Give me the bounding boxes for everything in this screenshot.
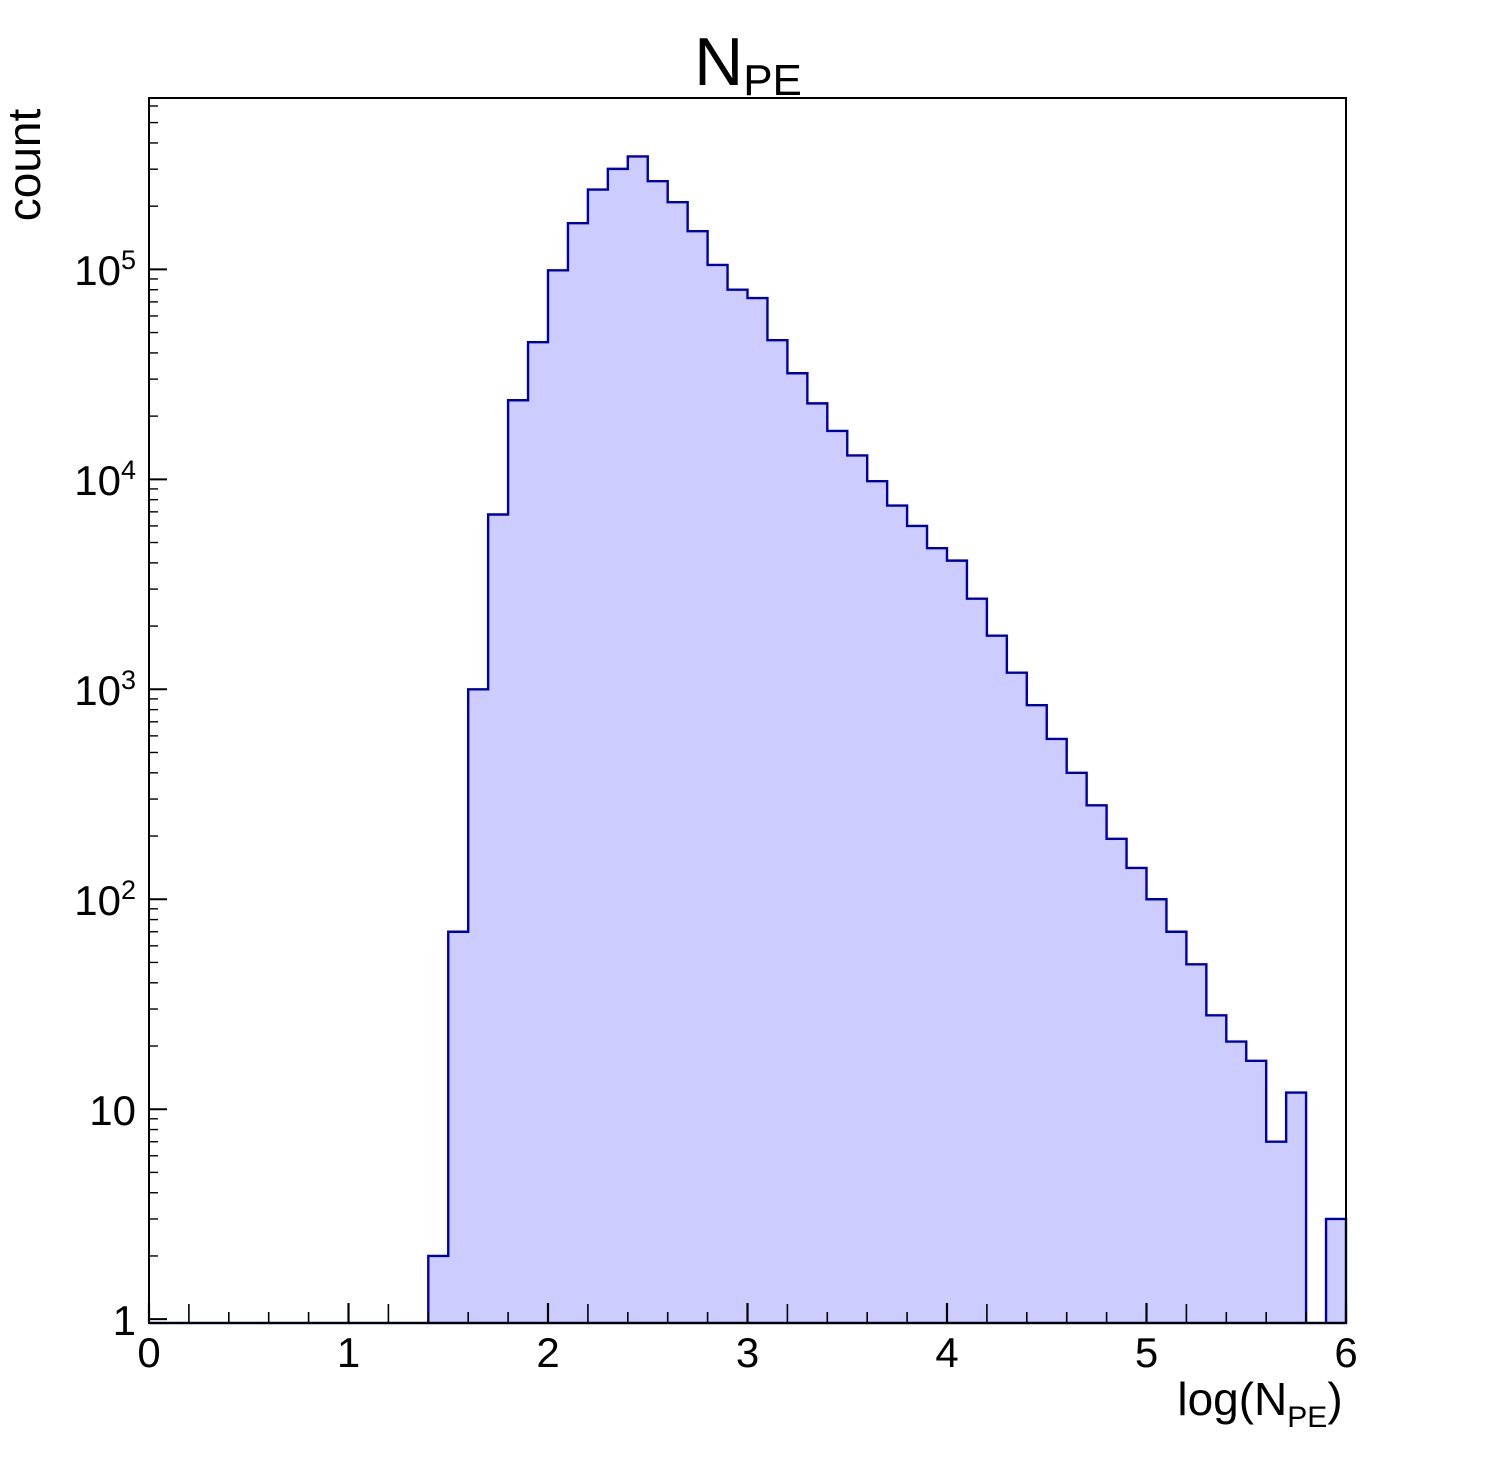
svg-text:2: 2 xyxy=(536,1329,559,1376)
svg-text:count: count xyxy=(0,109,50,222)
svg-text:5: 5 xyxy=(1135,1329,1158,1376)
svg-text:4: 4 xyxy=(935,1329,958,1376)
svg-text:1: 1 xyxy=(113,1297,136,1344)
svg-text:1: 1 xyxy=(337,1329,360,1376)
svg-text:6: 6 xyxy=(1334,1329,1357,1376)
svg-text:0: 0 xyxy=(137,1329,160,1376)
svg-text:3: 3 xyxy=(736,1329,759,1376)
svg-text:10: 10 xyxy=(89,1087,136,1134)
